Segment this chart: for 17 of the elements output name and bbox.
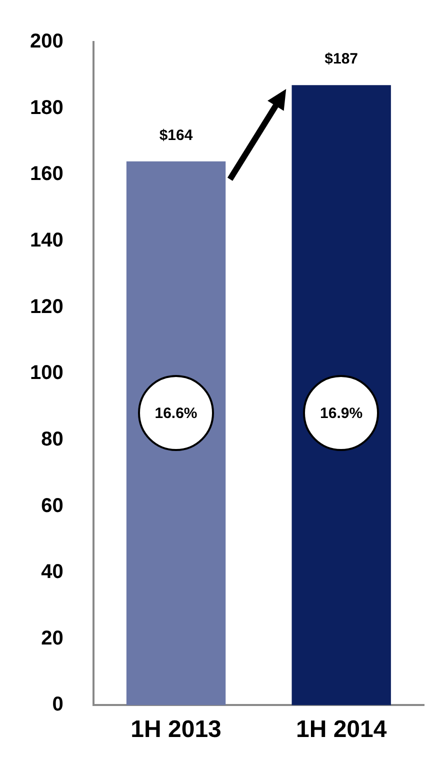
y-tick-label: 120 <box>30 296 64 318</box>
y-tick-label: 20 <box>41 627 64 650</box>
annotation: 16.6% <box>154 404 198 422</box>
y-tick-label: 40 <box>41 561 64 584</box>
y-tick-label: 80 <box>41 428 64 450</box>
y-tick-label: 160 <box>30 163 64 186</box>
y-tick-label: 140 <box>30 229 64 252</box>
data-label: $187 <box>324 50 358 68</box>
y-tick-label: 200 <box>30 30 64 53</box>
annotation: 16.9% <box>320 404 363 422</box>
data-label: $164 <box>159 127 194 144</box>
y-tick-label: 0 <box>52 694 64 716</box>
x-tick-label: 1H 2014 <box>296 716 388 744</box>
y-tick-label: 100 <box>30 362 64 384</box>
y-tick-label: 60 <box>41 494 64 517</box>
y-tick-label: 180 <box>30 96 64 119</box>
x-tick-label: 1H 2013 <box>130 716 222 744</box>
